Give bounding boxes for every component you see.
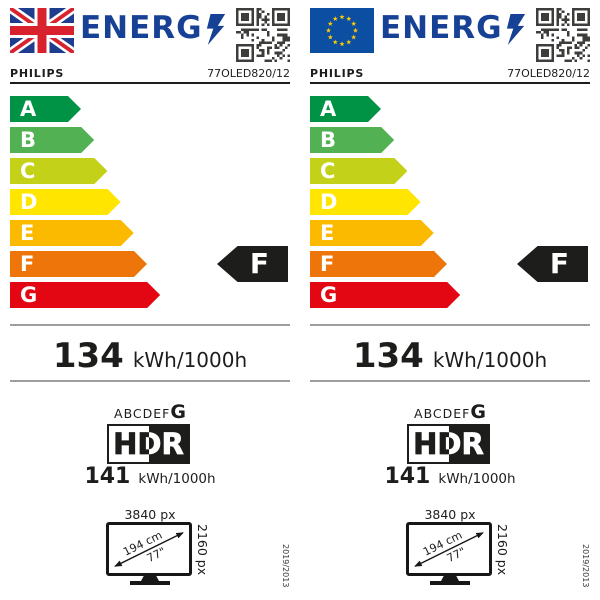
scale-letter: B <box>320 128 337 152</box>
sdr-kwh-unit: kWh/1000h <box>432 348 548 372</box>
scale-letter: B <box>20 128 37 152</box>
scale-letter: G <box>320 283 338 307</box>
scale-letter: C <box>320 159 336 183</box>
hdr-scale-range: ABCDEF <box>114 406 171 421</box>
regulation-number: 2019/2013 <box>281 544 290 588</box>
rating-letter: F <box>249 247 270 280</box>
scale-arrow-c: C <box>310 158 407 184</box>
scale-arrow-g: G <box>310 282 460 308</box>
scale-letter: F <box>320 252 335 276</box>
uk-flag-icon <box>10 8 74 53</box>
diagonal-arrow: 194 cm 77" <box>414 529 484 567</box>
eu-flag-icon <box>310 8 374 53</box>
hdr-scale-class: G <box>170 401 186 423</box>
energ-logo-text: ENERG <box>380 10 503 46</box>
tv-stand-neck <box>141 575 159 581</box>
sdr-kwh-value: 134 <box>52 336 124 376</box>
regulation-number: 2019/2013 <box>581 544 590 588</box>
tv-diagram: 194 cm 77" <box>106 522 192 576</box>
model-number: 77OLED820/12 <box>507 67 590 80</box>
scale-arrow-b: B <box>310 127 394 153</box>
scale-letter: C <box>20 159 36 183</box>
lightning-bolt-icon <box>506 14 525 45</box>
rating-arrow: F <box>517 246 588 282</box>
divider-bottom <box>310 380 590 382</box>
scale-letter: E <box>320 221 335 245</box>
scale-arrow-c: C <box>10 158 107 184</box>
hdr-scale-range: ABCDEF <box>414 406 471 421</box>
supplier-name: PHILIPS <box>310 67 365 80</box>
model-number: 77OLED820/12 <box>207 67 290 80</box>
energ-logo-text: ENERG <box>80 10 203 46</box>
scale-letter: G <box>20 283 38 307</box>
tv-stand-neck <box>441 575 459 581</box>
horizontal-resolution: 3840 px <box>424 507 476 522</box>
hdr-logo-dark-half: HDR <box>448 426 488 462</box>
qr-code-icon <box>536 8 590 62</box>
scale-arrow-a: A <box>310 96 381 122</box>
scale-letter: A <box>20 97 37 121</box>
rating-letter: F <box>549 247 570 280</box>
scale-letter: D <box>20 190 38 214</box>
scale-arrow-b: B <box>10 127 94 153</box>
hdr-logo: HDR HDR <box>107 424 190 464</box>
hdr-kwh-value: 141 <box>384 464 431 489</box>
lightning-bolt-icon <box>206 14 225 45</box>
tv-stand-base <box>130 581 170 585</box>
energy-consumption-sdr: 134 kWh/1000h <box>0 339 300 373</box>
divider-top <box>310 324 590 326</box>
scale-arrow-e: E <box>10 220 134 246</box>
scale-letter: F <box>20 252 35 276</box>
hdr-logo-dark-half: HDR <box>148 426 188 462</box>
sdr-kwh-value: 134 <box>352 336 424 376</box>
hdr-scale-class: G <box>470 401 486 423</box>
scale-arrow-d: D <box>310 189 421 215</box>
scale-letter: A <box>320 97 337 121</box>
scale-arrow-e: E <box>310 220 434 246</box>
qr-code-icon <box>236 8 290 62</box>
energy-consumption-hdr: 141 kWh/1000h <box>0 466 300 488</box>
diagonal-arrow: 194 cm 77" <box>114 529 184 567</box>
energy-consumption-hdr: 141 kWh/1000h <box>300 466 600 488</box>
scale-arrow-f: F <box>310 251 447 277</box>
tv-diagram: 194 cm 77" <box>406 522 492 576</box>
hdr-kwh-unit: kWh/1000h <box>138 471 216 487</box>
hdr-class-scale: ABCDEFG <box>300 401 600 423</box>
divider-bottom <box>10 380 290 382</box>
hdr-class-scale: ABCDEFG <box>0 401 300 423</box>
energ-logo: ENERG <box>80 13 226 45</box>
hdr-logo-text-light: HDR <box>148 427 185 462</box>
scale-arrow-f: F <box>10 251 147 277</box>
divider-top <box>10 324 290 326</box>
scale-letter: E <box>20 221 35 245</box>
tv-stand-base <box>430 581 470 585</box>
hdr-logo: HDR HDR <box>407 424 490 464</box>
hdr-logo-text-light: HDR <box>448 427 485 462</box>
scale-arrow-d: D <box>10 189 121 215</box>
energy-consumption-sdr: 134 kWh/1000h <box>300 339 600 373</box>
hdr-kwh-unit: kWh/1000h <box>438 471 516 487</box>
hdr-kwh-value: 141 <box>84 464 131 489</box>
header-divider <box>10 82 290 84</box>
scale-arrow-g: G <box>10 282 160 308</box>
scale-letter: D <box>320 190 338 214</box>
energ-logo: ENERG <box>380 13 526 45</box>
supplier-name: PHILIPS <box>10 67 65 80</box>
vertical-resolution: 2160 px <box>495 524 510 576</box>
sdr-kwh-unit: kWh/1000h <box>132 348 248 372</box>
horizontal-resolution: 3840 px <box>124 507 176 522</box>
vertical-resolution: 2160 px <box>195 524 210 576</box>
rating-arrow: F <box>217 246 288 282</box>
scale-arrow-a: A <box>10 96 81 122</box>
header-divider <box>310 82 590 84</box>
